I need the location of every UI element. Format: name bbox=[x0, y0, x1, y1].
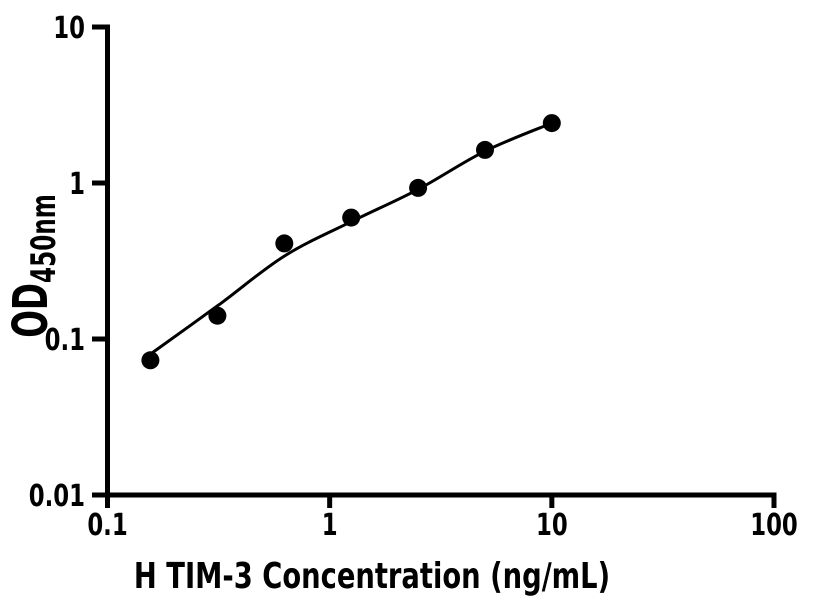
x-tick-label: 1 bbox=[322, 508, 338, 543]
y-tick-label: 0.1 bbox=[45, 323, 85, 358]
x-tick-label: 0.1 bbox=[87, 508, 127, 543]
y-axis-title-main: OD bbox=[3, 283, 59, 338]
data-points bbox=[141, 114, 561, 370]
y-axis-title-subscript: 450nm bbox=[23, 194, 63, 283]
data-point-marker bbox=[208, 306, 227, 325]
data-point-marker bbox=[542, 114, 561, 133]
data-point-marker bbox=[141, 351, 160, 370]
x-axis-title: H TIM-3 Concentration (ng/mL) bbox=[134, 554, 610, 597]
data-point-marker bbox=[409, 178, 428, 197]
y-tick-label: 10 bbox=[53, 11, 85, 46]
x-tick-labels: 0.1 1 10 100 bbox=[87, 508, 797, 543]
x-tick-label: 10 bbox=[536, 508, 568, 543]
data-point-marker bbox=[275, 234, 294, 253]
x-tick-label: 100 bbox=[750, 508, 798, 543]
tick-marks bbox=[92, 24, 777, 508]
data-point-marker bbox=[342, 208, 361, 227]
y-tick-label: 1 bbox=[69, 167, 85, 202]
y-axis-title: OD450nm bbox=[3, 194, 64, 338]
axes bbox=[92, 24, 777, 508]
y-tick-label: 0.01 bbox=[29, 479, 85, 514]
y-tick-labels: 0.01 0.1 1 10 bbox=[29, 11, 85, 514]
data-point-marker bbox=[476, 140, 494, 159]
